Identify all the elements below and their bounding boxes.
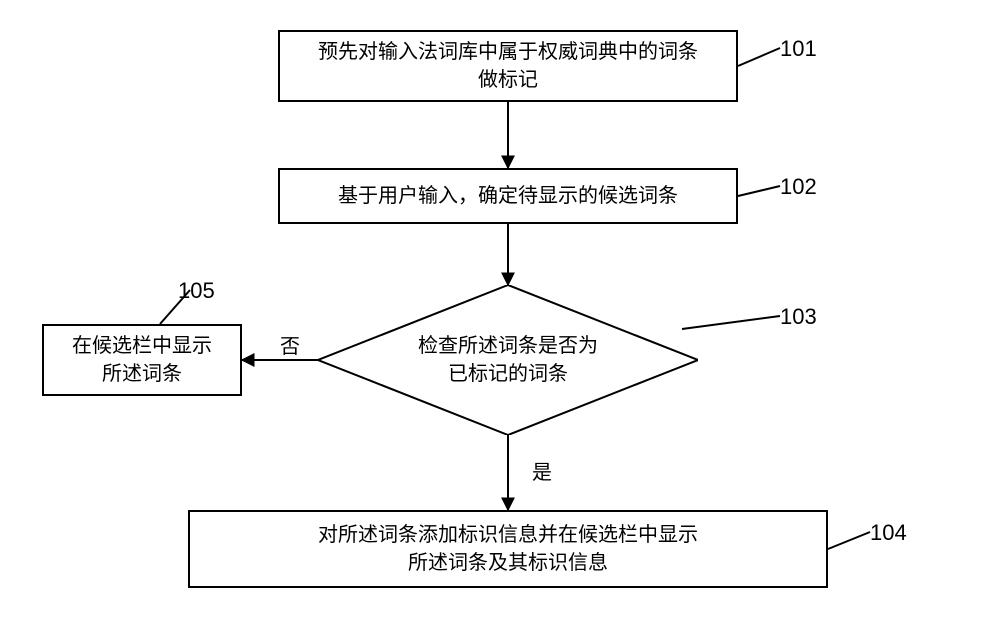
node-102-number: 102	[780, 174, 817, 200]
node-102: 基于用户输入，确定待显示的候选词条	[278, 168, 738, 224]
node-105-text: 在候选栏中显示所述词条	[72, 332, 212, 388]
flowchart-canvas: 预先对输入法词库中属于权威词典中的词条做标记 101 基于用户输入，确定待显示的…	[0, 0, 1000, 633]
node-102-text: 基于用户输入，确定待显示的候选词条	[338, 182, 678, 210]
node-101-number: 101	[780, 36, 817, 62]
node-104-number: 104	[870, 520, 907, 546]
node-103-text: 检查所述词条是否为已标记的词条	[418, 332, 598, 388]
node-104-text: 对所述词条添加标识信息并在候选栏中显示所述词条及其标识信息	[318, 521, 698, 577]
edge-yes-label: 是	[532, 456, 552, 485]
node-103-number: 103	[780, 304, 817, 330]
node-101-text: 预先对输入法词库中属于权威词典中的词条做标记	[318, 38, 698, 94]
edge-no-label: 否	[280, 330, 300, 359]
node-104: 对所述词条添加标识信息并在候选栏中显示所述词条及其标识信息	[188, 510, 828, 588]
node-103: 检查所述词条是否为已标记的词条	[318, 285, 698, 435]
node-101: 预先对输入法词库中属于权威词典中的词条做标记	[278, 30, 738, 102]
node-105: 在候选栏中显示所述词条	[42, 324, 242, 396]
node-105-number: 105	[178, 278, 215, 304]
